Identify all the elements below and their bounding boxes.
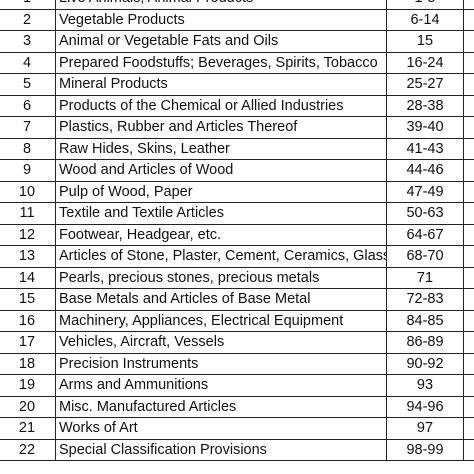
table-row: 13 Articles of Stone, Plaster, Cement, Ce… (0, 246, 474, 268)
section-number-cell: 13 (18, 248, 36, 264)
hs-code-range-cell: 44-46 (386, 160, 464, 181)
hs-code-range-cell: 86-89 (386, 332, 464, 353)
table-row: 6 Products of the Chemical or Allied Indu… (0, 95, 474, 117)
section-description-cell: Plastics, Rubber and Articles Thereof (55, 117, 386, 138)
table-row: 10 Pulp of Wood, Paper 47-49 (0, 181, 474, 203)
hs-section-table: 1Live Animals; Animal Products1-52Vegeta… (0, 0, 474, 461)
section-number-cell: 3 (22, 33, 32, 49)
section-description-cell: Arms and Ammunitions (55, 375, 386, 396)
hs-code-range-cell: 1-5 (386, 0, 464, 9)
table-row: 14 Pearls, precious stones, precious meta… (0, 267, 474, 289)
section-description-cell: Footwear, Headgear, etc. (55, 224, 386, 245)
table-row: 11 Textile and Textile Articles 50-63 (0, 203, 474, 225)
table-row: 19 Arms and Ammunitions 93 (0, 375, 474, 397)
hs-code-range-cell: 94-96 (386, 396, 464, 417)
section-number-cell: 21 (18, 420, 36, 436)
section-number-cell: 8 (22, 140, 32, 157)
section-number-cell: 10 (18, 183, 36, 200)
section-description-cell: Vehicles, Aircraft, Vessels (55, 332, 386, 353)
section-number-cell: 19 (18, 377, 36, 393)
hs-code-range-cell: 6-14 (386, 9, 464, 30)
section-description-cell: Machinery, Appliances, Electrical Equipm… (55, 310, 386, 331)
section-number-cell: 1 (0, 0, 54, 9)
section-description-cell: Wood and Articles of Wood (55, 160, 386, 181)
section-description-cell: Mineral Products (55, 74, 386, 95)
hs-code-range-cell: 28-38 (386, 95, 464, 116)
section-number-cell: 4 (22, 54, 32, 71)
section-description-cell: Live Animals; Animal Products (55, 0, 386, 9)
hs-code-range-cell: 90-92 (386, 353, 464, 374)
section-description-cell: Works of Art (55, 418, 386, 439)
hs-code-range-cell: 50-63 (386, 203, 464, 224)
section-number-cell: 15 (18, 291, 36, 307)
section-description-cell: Misc. Manufactured Articles (55, 396, 386, 417)
section-description-cell: Textile and Textile Articles (55, 203, 386, 224)
table-row: 15 Base Metals and Articles of Base Metal… (0, 289, 474, 311)
section-number-cell: 5 (22, 76, 32, 92)
section-number-cell: 12 (18, 226, 36, 243)
section-description-cell: Articles of Stone, Plaster, Cement, Cera… (55, 246, 386, 267)
section-number-cell: 7 (22, 119, 32, 135)
section-description-cell: Pulp of Wood, Paper (55, 181, 386, 202)
table-row: 3 Animal or Vegetable Fats and Oils 15 (0, 31, 474, 53)
table-row: 12 Footwear, Headgear, etc. 64-67 (0, 224, 474, 246)
section-description-cell: Special Classification Provisions (55, 439, 386, 460)
hs-code-range-cell: 64-67 (386, 224, 464, 245)
section-number-cell: 20 (18, 398, 36, 415)
table-row: 18 Precision Instruments 90-92 (0, 353, 474, 375)
hs-code-range-cell: 15 (386, 31, 464, 52)
section-number-cell: 16 (18, 312, 36, 329)
section-number-cell: 14 (18, 269, 36, 286)
table-row: 17 Vehicles, Aircraft, Vessels 86-89 (0, 332, 474, 354)
hs-code-range-cell: 93 (386, 375, 464, 396)
section-number-cell: 9 (22, 162, 32, 178)
table-row: 4 Prepared Foodstuffs; Beverages, Spirits… (0, 52, 474, 74)
hs-code-range-cell: 98-99 (386, 439, 464, 460)
hs-code-range-cell: 39-40 (386, 117, 464, 138)
table-row: 20 Misc. Manufactured Articles 94-96 (0, 396, 474, 418)
section-number-cell: 17 (18, 334, 36, 350)
section-description-cell: Base Metals and Articles of Base Metal (55, 289, 386, 310)
section-description-cell: Animal or Vegetable Fats and Oils (55, 31, 386, 52)
hs-code-range-cell: 41-43 (386, 138, 464, 159)
section-number-cell: 2 (22, 11, 32, 28)
hs-code-range-cell: 68-70 (386, 246, 464, 267)
section-number-cell: 11 (19, 205, 35, 221)
hs-code-range-cell: 71 (386, 267, 464, 288)
section-description-cell: Raw Hides, Skins, Leather (55, 138, 386, 159)
table-row: 8 Raw Hides, Skins, Leather 41-43 (0, 138, 474, 160)
table-row: 22 Special Classification Provisions 98-99 (0, 439, 474, 461)
table-row: 7 Plastics, Rubber and Articles Thereof 39… (0, 117, 474, 139)
table-row: 5 Mineral Products 25-27 (0, 74, 474, 96)
section-number-cell: 22 (18, 441, 36, 458)
table-row: 16 Machinery, Appliances, Electrical Equi… (0, 310, 474, 332)
section-description-cell: Pearls, precious stones, precious metals (55, 267, 386, 288)
section-description-cell: Vegetable Products (55, 9, 386, 30)
hs-code-range-cell: 25-27 (386, 74, 464, 95)
section-description-cell: Prepared Foodstuffs; Beverages, Spirits,… (55, 52, 386, 73)
section-description-cell: Precision Instruments (55, 353, 386, 374)
hs-code-range-cell: 84-85 (386, 310, 464, 331)
section-number-cell: 6 (22, 97, 32, 114)
hs-code-range-cell: 16-24 (386, 52, 464, 73)
table-row: 9 Wood and Articles of Wood 44-46 (0, 160, 474, 182)
hs-code-range-cell: 97 (386, 418, 464, 439)
section-number-cell: 18 (18, 355, 36, 372)
table-row: 1Live Animals; Animal Products1-5 (0, 0, 474, 10)
hs-code-range-cell: 72-83 (386, 289, 464, 310)
table-row: 21 Works of Art 97 (0, 418, 474, 440)
section-description-cell: Products of the Chemical or Allied Indus… (55, 95, 386, 116)
table-row: 2 Vegetable Products 6-14 (0, 9, 474, 31)
hs-code-range-cell: 47-49 (386, 181, 464, 202)
